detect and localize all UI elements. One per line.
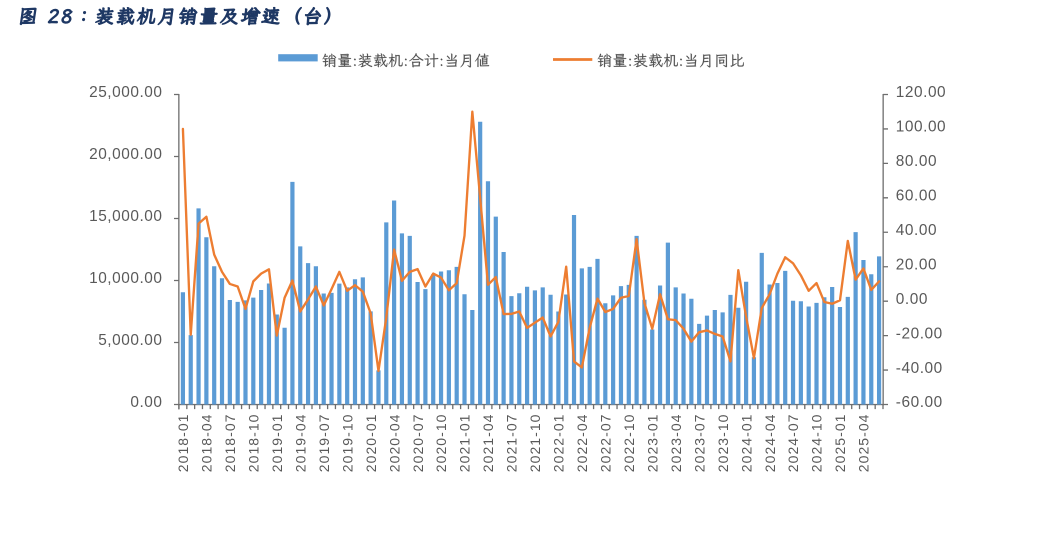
- svg-text:-60.00: -60.00: [896, 394, 943, 411]
- svg-text:2018-01: 2018-01: [175, 414, 191, 473]
- svg-text:2023-07: 2023-07: [691, 414, 707, 473]
- svg-text:20.00: 20.00: [896, 256, 937, 273]
- svg-text:2020-01: 2020-01: [363, 414, 379, 473]
- svg-text:2023-10: 2023-10: [715, 414, 731, 473]
- svg-text:2021-01: 2021-01: [457, 414, 473, 473]
- svg-text:2024-07: 2024-07: [785, 414, 801, 473]
- svg-text:2025-01: 2025-01: [832, 414, 848, 473]
- svg-text:2024-10: 2024-10: [809, 414, 825, 473]
- svg-text:2019-04: 2019-04: [292, 414, 308, 473]
- svg-text:2018-10: 2018-10: [246, 414, 262, 473]
- svg-text:2024-01: 2024-01: [738, 414, 754, 473]
- svg-text:100.00: 100.00: [896, 119, 946, 136]
- svg-text:2021-10: 2021-10: [527, 414, 543, 473]
- svg-text:120.00: 120.00: [896, 84, 946, 101]
- svg-text:20,000.00: 20,000.00: [89, 146, 162, 163]
- svg-text:2020-04: 2020-04: [386, 414, 402, 473]
- svg-text:2022-01: 2022-01: [551, 414, 567, 473]
- svg-text:2019-07: 2019-07: [316, 414, 332, 473]
- svg-text:2020-07: 2020-07: [410, 414, 426, 473]
- svg-text:2021-04: 2021-04: [480, 414, 496, 473]
- svg-text:2019-01: 2019-01: [269, 414, 285, 473]
- svg-text:0.00: 0.00: [130, 394, 162, 411]
- svg-text:5,000.00: 5,000.00: [98, 332, 162, 349]
- svg-text:2022-07: 2022-07: [598, 414, 614, 473]
- svg-text:0.00: 0.00: [896, 291, 928, 308]
- svg-text:2023-01: 2023-01: [644, 414, 660, 473]
- svg-text:80.00: 80.00: [896, 153, 937, 170]
- svg-text:2018-04: 2018-04: [199, 414, 215, 473]
- svg-text:2022-10: 2022-10: [621, 414, 637, 473]
- svg-text:2022-04: 2022-04: [574, 414, 590, 473]
- svg-text:2018-07: 2018-07: [222, 414, 238, 473]
- svg-text:10,000.00: 10,000.00: [89, 270, 162, 287]
- svg-text:25,000.00: 25,000.00: [89, 84, 162, 101]
- svg-text:2019-10: 2019-10: [339, 414, 355, 473]
- svg-text:2023-04: 2023-04: [668, 414, 684, 473]
- svg-text:2025-04: 2025-04: [856, 414, 872, 473]
- svg-text:2024-04: 2024-04: [762, 414, 778, 473]
- svg-text:2020-10: 2020-10: [433, 414, 449, 473]
- svg-text:40.00: 40.00: [896, 222, 937, 239]
- svg-text:-20.00: -20.00: [896, 325, 943, 342]
- svg-text:15,000.00: 15,000.00: [89, 208, 162, 225]
- svg-text:60.00: 60.00: [896, 188, 937, 205]
- svg-text:2021-07: 2021-07: [504, 414, 520, 473]
- svg-text:-40.00: -40.00: [896, 360, 943, 377]
